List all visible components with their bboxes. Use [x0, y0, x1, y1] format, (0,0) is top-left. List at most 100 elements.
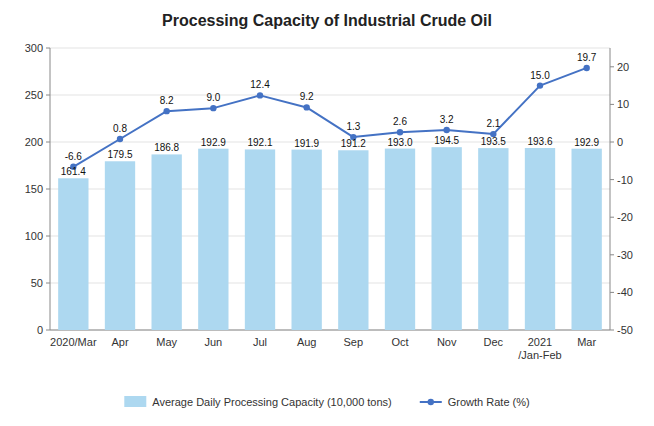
data-label: 2.6: [393, 116, 407, 127]
axes: 050100150200250300-50-40-30-20-100102020…: [25, 42, 633, 361]
data-label: 191.9: [294, 138, 319, 149]
data-label: 186.8: [154, 142, 179, 153]
tick-label: -10: [617, 174, 633, 186]
data-label: 9.2: [300, 91, 314, 102]
category-label-line: May: [156, 336, 177, 348]
bar: [58, 178, 88, 330]
category-label: Nov: [437, 336, 457, 348]
tick-mark: [46, 95, 50, 96]
tick-mark: [610, 104, 614, 105]
tick-label: -20: [617, 211, 633, 223]
line-marker: [257, 92, 263, 98]
bar: [245, 149, 275, 330]
legend-swatch: [124, 396, 146, 407]
data-label: 8.2: [160, 95, 174, 106]
bar: [292, 150, 322, 330]
category-label: 2021/Jan-Feb: [518, 336, 561, 361]
data-label: 2.1: [486, 118, 500, 129]
category-label-line: /Jan-Feb: [518, 349, 561, 361]
category-label-line: Jul: [253, 336, 267, 348]
category-label-line: Nov: [437, 336, 457, 348]
data-label: 192.9: [201, 137, 226, 148]
category-label: Jun: [204, 336, 222, 348]
tick-mark: [610, 292, 614, 293]
data-label: 193.0: [387, 137, 412, 148]
line-marker: [117, 136, 123, 142]
data-label: 9.0: [206, 92, 220, 103]
data-label: 3.2: [440, 114, 454, 125]
data-labels: 161.4179.5186.8192.9192.1191.9191.2193.0…: [61, 52, 600, 177]
tick-mark: [46, 48, 50, 49]
tick-label: -30: [617, 249, 633, 261]
grid-line: [50, 48, 610, 49]
bar: [152, 154, 182, 330]
category-label: Sep: [344, 336, 364, 348]
line-marker: [397, 129, 403, 135]
category-label: Oct: [391, 336, 408, 348]
category-label-line: Sep: [344, 336, 364, 348]
data-label: 19.7: [577, 52, 597, 63]
data-label: 0.8: [113, 123, 127, 134]
tick-label: 250: [25, 89, 43, 101]
category-label-line: Mar: [577, 336, 596, 348]
line-marker: [303, 104, 309, 110]
tick-mark: [46, 142, 50, 143]
data-label: 192.1: [247, 137, 272, 148]
bar: [525, 148, 555, 330]
category-label: Mar: [577, 336, 596, 348]
category-label: Jul: [253, 336, 267, 348]
tick-mark: [46, 283, 50, 284]
data-label: 194.5: [434, 135, 459, 146]
line: [73, 68, 586, 167]
line-marker: [537, 82, 543, 88]
data-label: 161.4: [61, 166, 86, 177]
data-label: 12.4: [250, 79, 270, 90]
tick-mark: [46, 330, 50, 331]
y2-axis-line: [610, 48, 611, 330]
data-label: 15.0: [530, 70, 550, 81]
tick-mark: [610, 254, 614, 255]
tick-label: 300: [25, 42, 43, 54]
data-label: 1.3: [346, 121, 360, 132]
category-label: 2020/Mar: [50, 336, 97, 348]
line-marker: [583, 65, 589, 71]
legend-item: Growth Rate (%): [420, 396, 530, 408]
category-label-line: Aug: [297, 336, 317, 348]
line-marker: [210, 105, 216, 111]
tick-mark: [610, 142, 614, 143]
data-label: 192.9: [574, 137, 599, 148]
tick-label: 10: [617, 98, 629, 110]
category-label: Apr: [111, 336, 128, 348]
legend-label: Growth Rate (%): [448, 396, 530, 408]
category-label: May: [156, 336, 177, 348]
bar: [432, 147, 462, 330]
tick-label: -40: [617, 286, 633, 298]
tick-mark: [46, 236, 50, 237]
y-axis-line: [50, 48, 51, 330]
bar: [478, 148, 508, 330]
chart: Processing Capacity of Industrial Crude …: [0, 0, 654, 426]
tick-label: 20: [617, 61, 629, 73]
category-label-line: Jun: [204, 336, 222, 348]
tick-label: -50: [617, 324, 633, 336]
bar: [338, 150, 368, 330]
grid-line: [50, 142, 610, 143]
category-label-line: 2020/Mar: [50, 336, 97, 348]
title: Processing Capacity of Industrial Crude …: [162, 12, 492, 29]
tick-label: 200: [25, 136, 43, 148]
data-label: 193.6: [527, 136, 552, 147]
tick-mark: [46, 189, 50, 190]
plot-area: [58, 65, 602, 330]
data-label: 179.5: [107, 149, 132, 160]
legend-item: Average Daily Processing Capacity (10,00…: [124, 396, 391, 408]
category-label: Aug: [297, 336, 317, 348]
background: [0, 0, 654, 426]
tick-label: 0: [617, 136, 623, 148]
legend: Average Daily Processing Capacity (10,00…: [124, 396, 529, 408]
tick-mark: [610, 330, 614, 331]
grid-line: [50, 95, 610, 96]
category-label-line: Oct: [391, 336, 408, 348]
tick-label: 0: [37, 324, 43, 336]
line-marker: [443, 127, 449, 133]
tick-mark: [610, 217, 614, 218]
